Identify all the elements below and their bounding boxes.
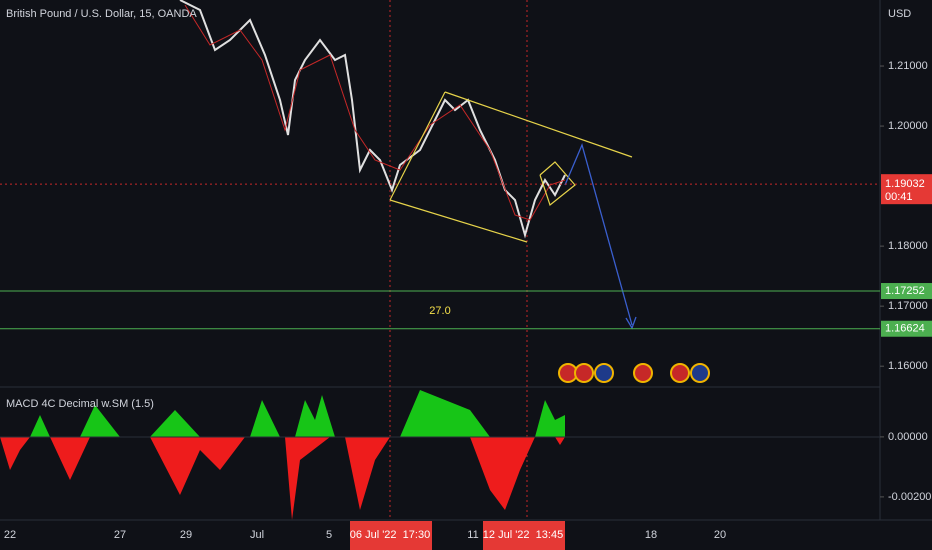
time-label: 18 [645, 529, 657, 541]
price-tick-label: 1.18000 [888, 240, 928, 252]
trend-line [389, 199, 528, 243]
price-tag [881, 283, 932, 300]
price-tag-label: 1.17252 [885, 285, 925, 297]
flag-pattern [539, 161, 576, 207]
indicator-tick-label: 0.00000 [888, 431, 928, 443]
time-highlight [483, 521, 565, 550]
indicator-tick-label: -0.00200 [888, 491, 931, 503]
price-tick-label: 1.20000 [888, 120, 928, 132]
price-tag [881, 174, 932, 205]
countdown: 00:41 [885, 191, 913, 203]
time-highlight-label: 12 Jul '22 13:45 [483, 529, 563, 541]
time-label: 11 [467, 529, 478, 541]
arrow-head [625, 316, 637, 330]
price-tick-label: 1.21000 [888, 60, 928, 72]
time-label: 5 [326, 529, 332, 541]
price-tag-label: 1.19032 [885, 178, 925, 190]
price-tag [881, 320, 932, 337]
trend-line [389, 91, 446, 201]
trend-line [444, 91, 633, 158]
time-label: Jul [250, 529, 264, 541]
time-label: 20 [714, 529, 726, 541]
price-line [179, 0, 566, 239]
time-label: 27 [114, 529, 126, 541]
chart-title: British Pound / U.S. Dollar, 15, OANDA [6, 8, 197, 20]
time-highlight-label: 06 Jul '22 17:30 [350, 529, 430, 541]
price-line-wicks [184, 4, 566, 221]
event-icons [558, 363, 710, 383]
currency-label: USD [888, 8, 911, 20]
indicator-title: MACD 4C Decimal w.SM (1.5) [6, 398, 154, 410]
annotation: 27.0 [429, 305, 450, 317]
price-tick-label: 1.17000 [888, 300, 928, 312]
time-label: 29 [180, 529, 192, 541]
time-label: 22 [4, 529, 16, 541]
projection-arrow [564, 143, 633, 326]
price-tick-label: 1.16000 [888, 360, 928, 372]
price-tag-label: 1.16624 [885, 323, 925, 335]
macd-histogram [0, 390, 565, 520]
time-highlight [350, 521, 432, 550]
